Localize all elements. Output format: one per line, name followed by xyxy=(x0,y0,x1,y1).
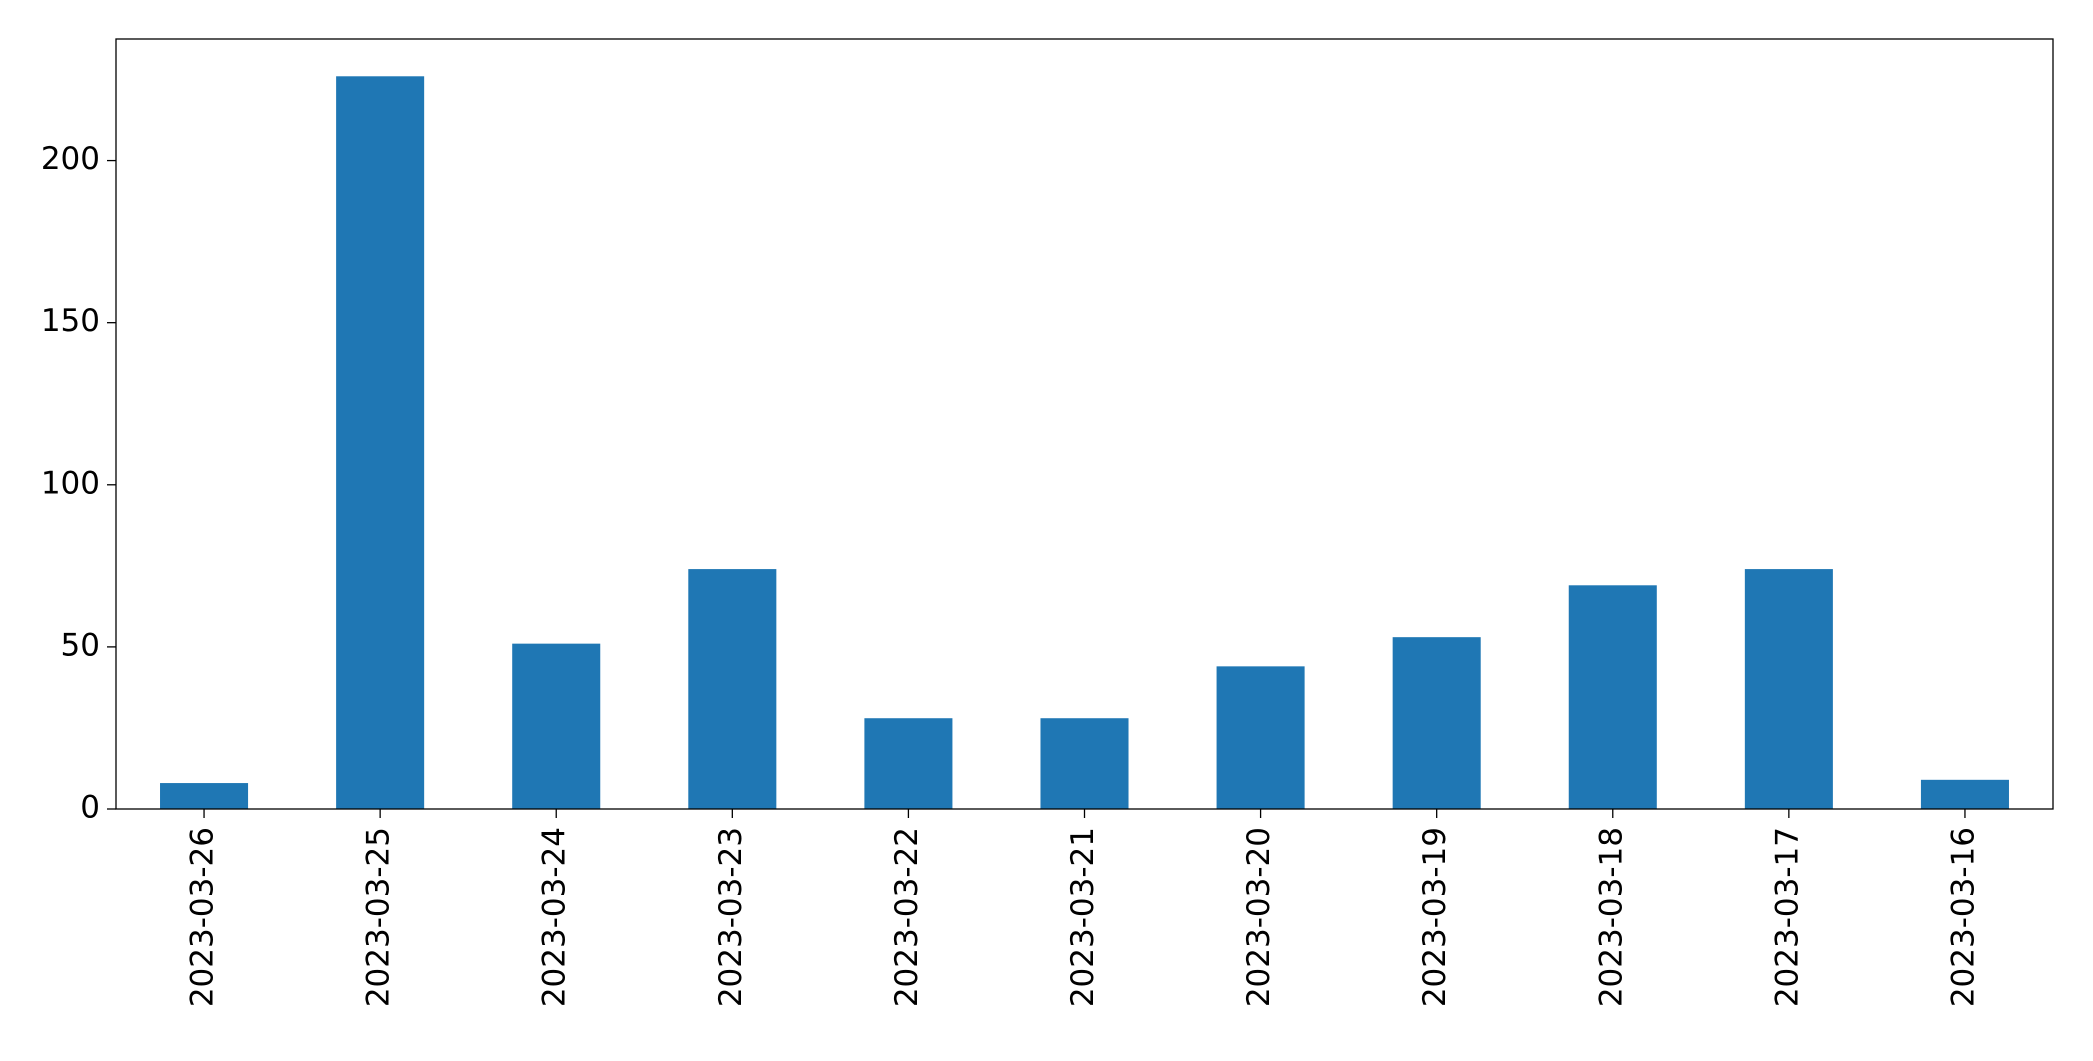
y-tick-label: 200 xyxy=(41,141,100,177)
x-tick-label: 2023-03-20 xyxy=(1241,827,1277,1007)
x-tick-label: 2023-03-16 xyxy=(1945,827,1981,1007)
bar xyxy=(1040,718,1129,809)
bar xyxy=(160,783,249,809)
y-tick-label: 50 xyxy=(61,627,100,663)
bar xyxy=(1216,666,1305,809)
x-tick-label: 2023-03-21 xyxy=(1065,827,1101,1007)
bar xyxy=(864,718,953,809)
x-tick-label: 2023-03-19 xyxy=(1417,827,1453,1007)
bar xyxy=(1392,637,1481,809)
y-tick-label: 100 xyxy=(41,465,100,501)
x-tick-label: 2023-03-26 xyxy=(185,827,221,1007)
bar xyxy=(1920,779,2009,809)
y-tick-label: 150 xyxy=(41,303,100,339)
x-tick-label: 2023-03-22 xyxy=(889,827,925,1007)
x-tick-label: 2023-03-17 xyxy=(1769,827,1805,1007)
x-tick-label: 2023-03-18 xyxy=(1593,827,1629,1007)
x-tick-label: 2023-03-24 xyxy=(537,827,573,1007)
bar xyxy=(336,76,425,810)
plot-frame xyxy=(115,38,2054,810)
x-tick-label: 2023-03-23 xyxy=(713,827,749,1007)
bar xyxy=(512,643,601,809)
x-tick-label: 2023-03-25 xyxy=(361,827,397,1007)
y-tick-label: 0 xyxy=(80,790,100,826)
bar xyxy=(1568,585,1657,809)
bar xyxy=(688,569,777,809)
bar xyxy=(1744,569,1833,809)
